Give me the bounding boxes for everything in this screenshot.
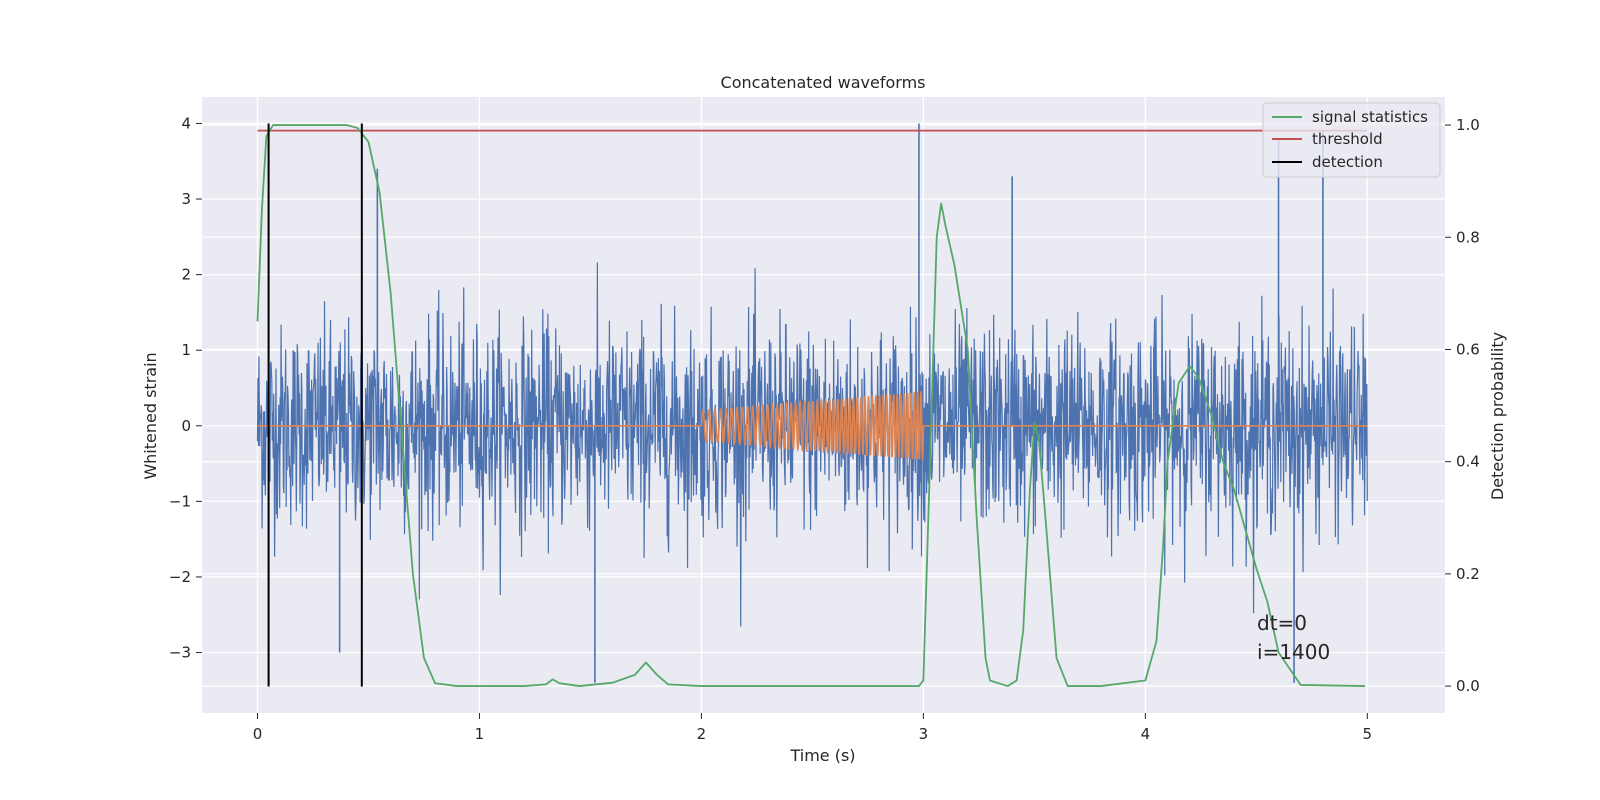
- signal-statistics-line: [256, 124, 1366, 687]
- y-tick-label: 1: [181, 341, 191, 359]
- x-tick-label: 2: [697, 725, 707, 743]
- y2-axis-label: Detection probability: [1488, 332, 1507, 500]
- y2-tick-label: 0.6: [1456, 340, 1480, 358]
- legend-box: [1262, 102, 1441, 178]
- y-tick-label: 0: [181, 417, 191, 435]
- y2-tick-label: 0.4: [1456, 453, 1480, 471]
- injection-line: [257, 390, 1368, 460]
- x-tick-label: 4: [1141, 725, 1151, 743]
- y-axis-label: Whitened strain: [141, 352, 160, 479]
- y-tick-label: 2: [181, 266, 191, 284]
- y2-tick-label: 0.8: [1456, 228, 1480, 246]
- strain-noise-line: [256, 262, 1368, 627]
- x-axis-label: Time (s): [789, 746, 855, 765]
- annotation-i: i=1400: [1257, 640, 1330, 664]
- x-tick-label: 1: [475, 725, 485, 743]
- legend-label-signal-statistics: signal statistics: [1312, 108, 1428, 126]
- legend: signal statistics threshold detection: [1262, 102, 1441, 178]
- y-tick-label: −3: [169, 644, 191, 662]
- y-axis-ticks: −3 −2 −1 0 1 2 3 4: [169, 114, 202, 662]
- x-axis-ticks: 0 1 2 3 4 5: [253, 713, 1372, 743]
- y2-tick-label: 0.0: [1456, 677, 1480, 695]
- annotation-dt: dt=0: [1257, 611, 1307, 635]
- y-tick-label: 4: [181, 114, 191, 132]
- y-tick-label: 3: [181, 190, 191, 208]
- chart-title: Concatenated waveforms: [721, 73, 926, 92]
- y2-tick-label: 1.0: [1456, 116, 1480, 134]
- legend-label-threshold: threshold: [1312, 130, 1383, 148]
- plot-content: [256, 123, 1368, 687]
- x-tick-label: 5: [1363, 725, 1373, 743]
- y-tick-label: −2: [169, 568, 191, 586]
- y2-axis-ticks: 0.0 0.2 0.4 0.6 0.8 1.0: [1445, 116, 1480, 695]
- y2-tick-label: 0.2: [1456, 565, 1480, 583]
- x-tick-label: 0: [253, 725, 263, 743]
- legend-label-detection: detection: [1312, 153, 1383, 171]
- x-tick-label: 3: [919, 725, 929, 743]
- y-tick-label: −1: [169, 492, 191, 510]
